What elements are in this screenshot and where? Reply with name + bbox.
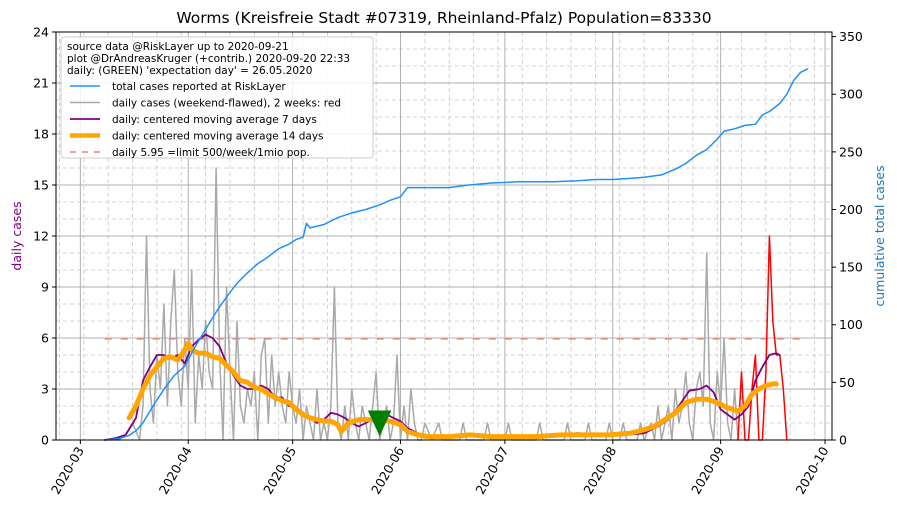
y-right-tick-label: 100 [839,317,863,332]
x-tick-label: 2020-09 [688,444,727,497]
legend-header-line: plot @DrAndreasKruger (+contrib.) 2020-0… [67,53,350,65]
x-tick-label: 2020-08 [580,444,619,497]
x-tick-label: 2020-07 [472,444,511,497]
legend-label: daily: centered moving average 14 days [112,131,324,143]
y-right-tick-label: 50 [839,375,855,390]
y-right-tick-label: 0 [839,433,847,448]
x-tick-label: 2020-05 [260,444,299,497]
x-tick-label: 2020-06 [368,444,407,497]
legend-box [60,36,374,159]
legend-label: daily: centered moving average 7 days [112,114,317,126]
legend-header-line: daily: (GREEN) 'expectation day' = 26.05… [67,65,312,77]
legend-header-line: source data @RiskLayer up to 2020-09-21 [67,41,289,53]
y-axis-left-label: daily cases [9,201,24,270]
y-left-tick-label: 3 [41,382,49,397]
series-line [126,340,779,440]
y-right-tick-label: 150 [839,260,863,275]
y-left-tick-label: 24 [33,25,49,40]
x-tick-label: 2020-10 [793,444,832,497]
legend-label: total cases reported at RiskLayer [112,81,286,93]
y-left-tick-label: 21 [33,76,49,91]
y-left-tick-label: 18 [33,127,49,142]
x-tick-label: 2020-03 [48,444,87,497]
y-right-tick-label: 350 [839,29,863,44]
y-left-tick-label: 0 [41,433,49,448]
x-tick-label: 2020-04 [156,444,195,497]
y-right-tick-label: 300 [839,87,863,102]
y-right-tick-label: 200 [839,202,863,217]
legend-entries: total cases reported at RiskLayer daily c… [70,81,341,159]
legend: source data @RiskLayer up to 2020-09-21 … [60,36,374,159]
marker-layer [367,410,392,437]
legend-label: daily 5.95 =limit 500/week/1mio pop. [112,147,310,159]
y-left-tick-label: 6 [41,331,49,346]
series-line [103,68,809,441]
y-right-tick-label: 250 [839,144,863,159]
y-left-tick-label: 9 [41,280,49,295]
expectation-day-marker [367,410,392,437]
y-left-tick-label: 12 [33,229,49,244]
y-axis-right-label: cumulative total cases [872,165,887,306]
chart-title: Worms (Kreisfreie Stadt #07319, Rheinlan… [176,9,711,27]
legend-label: daily cases (weekend-flawed), 2 weeks: r… [112,98,341,110]
y-left-tick-label: 15 [33,178,49,193]
